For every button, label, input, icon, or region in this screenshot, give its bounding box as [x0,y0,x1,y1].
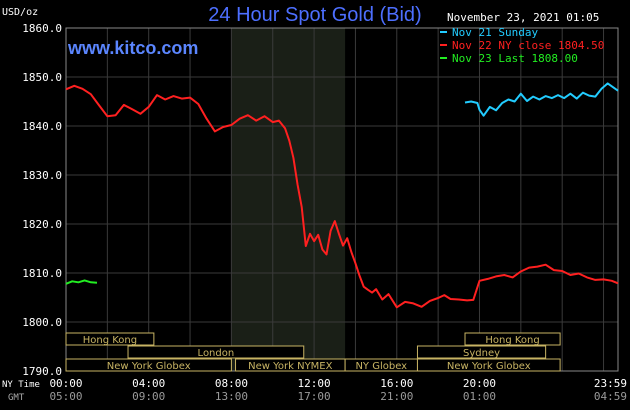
series-line [65,279,98,285]
legend-label: Nov 22 NY close 1804.50 [452,39,604,52]
legend-label: Nov 23 Last 1808.00 [452,52,578,65]
x-tick-label-ny: 08:00 [215,377,248,390]
market-sessions: Hong Kong Hong Kong London Sydney New York G… [65,332,561,372]
nymex-session-highlight [231,28,346,371]
session-label: New York Globex [447,361,531,372]
y-tick-label: 1830.0 [22,169,62,182]
x-tick-label-ny: 04:00 [132,377,165,390]
session-bar [464,332,561,346]
x-tick-label-gmt: 13:00 [215,390,248,403]
y-tick-label: 1810.0 [22,267,62,280]
session-label: London [198,348,235,359]
session-label: Hong Kong [83,335,137,346]
chart-title: 24 Hour Spot Gold (Bid) [208,4,422,26]
legend-label: Nov 21 Sunday [452,26,538,39]
y-tick-label: 1820.0 [22,218,62,231]
y-tick-label: 1850.0 [22,71,62,84]
session-label: New York NYMEX [248,361,333,372]
x-tick-label-gmt: 09:00 [132,390,165,403]
x-tick-label-gmt: 21:00 [380,390,413,403]
x-axis-ticks: 00:00 04:00 08:00 12:00 16:00 20:00 23:59 05:00… [49,377,627,403]
x-tick-label-ny: 20:00 [463,377,496,390]
session-label: Hong Kong [485,335,539,346]
price-series [65,82,619,309]
x-tick-label-ny: 23:59 [594,377,627,390]
series-line [464,82,619,117]
y-tick-label: 1860.0 [22,22,62,35]
y-tick-label: 1800.0 [22,316,62,329]
x-tick-label-ny: 12:00 [298,377,331,390]
session-label: Sydney [463,348,500,359]
session-bar [416,358,561,372]
x-tick-label-gmt: 17:00 [298,390,331,403]
x-axis-row1-label: NY Time [2,380,40,390]
series-line [65,84,619,309]
x-tick-label-gmt: 01:00 [463,390,496,403]
session-bar [127,345,305,359]
x-tick-label-ny: 00:00 [49,377,82,390]
x-tick-label-gmt: 04:59 [594,390,627,403]
y-tick-label: 1790.0 [22,365,62,378]
x-tick-label-gmt: 05:00 [49,390,82,403]
x-axis-row2-label: GMT [8,393,25,403]
session-label: New York Globex [107,361,191,372]
website-watermark: www.kitco.com [68,38,199,58]
session-bar [65,332,155,346]
x-tick-label-ny: 16:00 [380,377,413,390]
date-label: November 23, 2021 01:05 [447,11,599,24]
y-axis-ticks: 1860.0 1850.0 1840.0 1830.0 1820.0 1810.0 1800… [22,22,62,378]
session-bar [416,345,547,359]
session-label: NY Globex [355,361,407,372]
y-tick-label: 1840.0 [22,120,62,133]
session-bar [65,358,232,372]
y-axis-unit-label: USD/oz [2,7,38,18]
